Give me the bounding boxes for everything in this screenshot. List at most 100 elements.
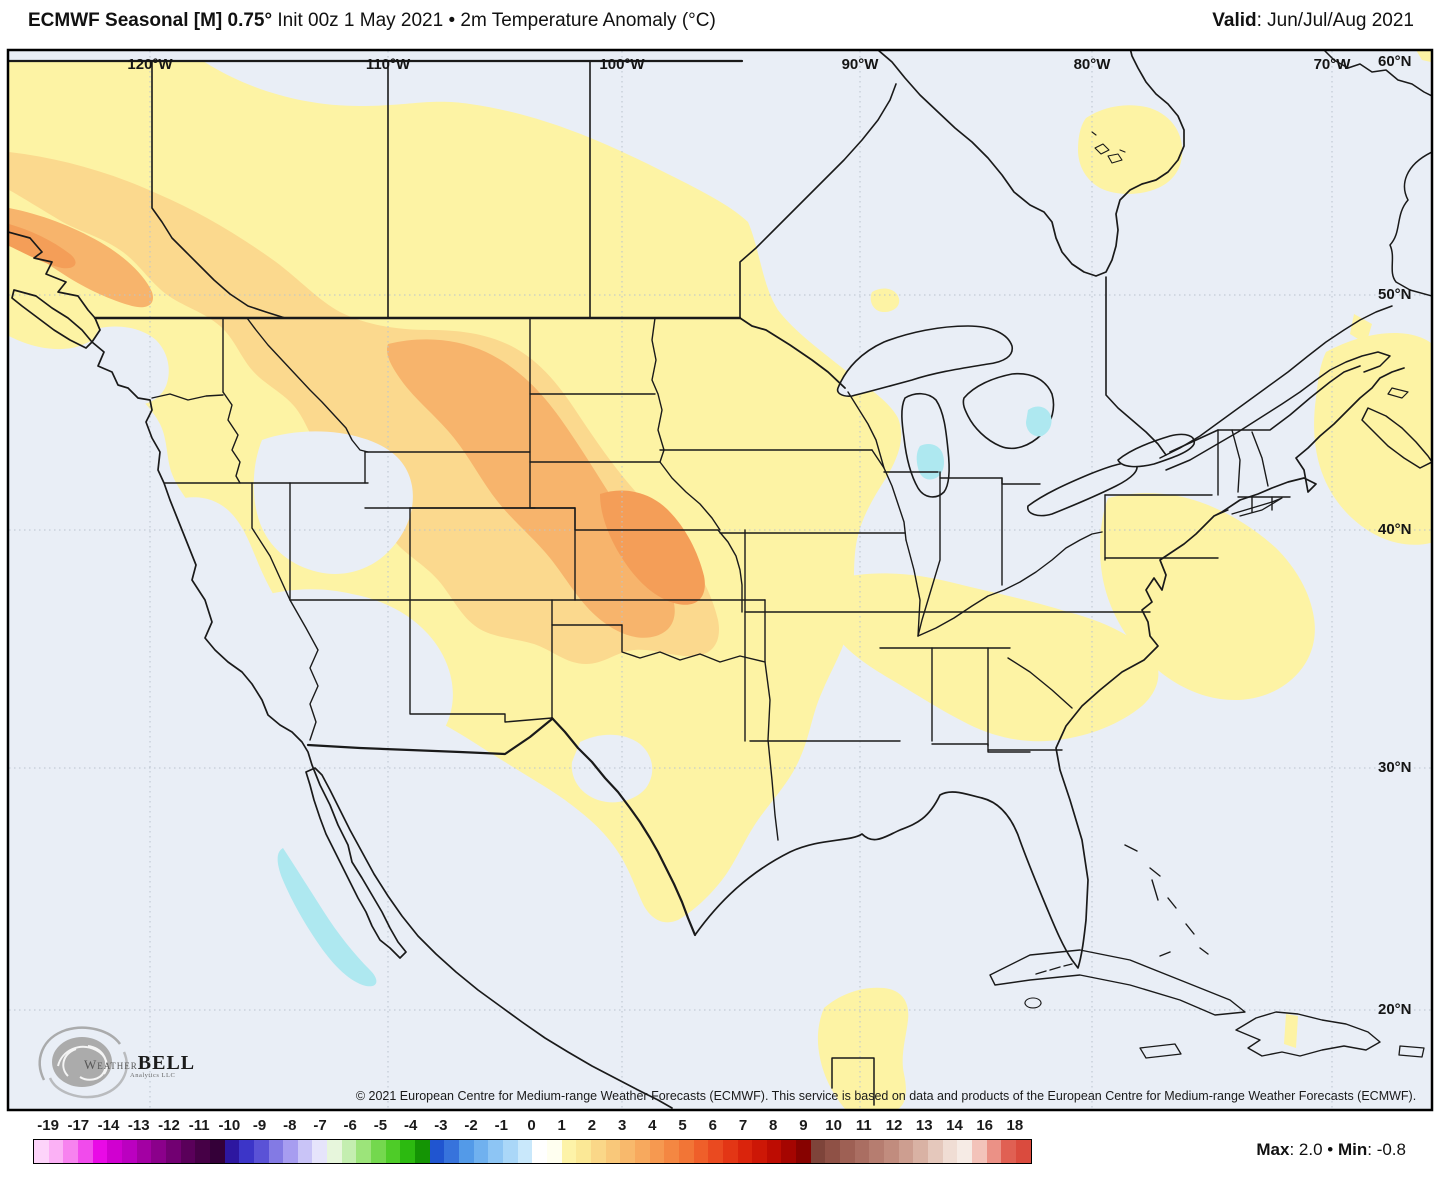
political-borders xyxy=(9,59,1361,937)
min-label: Min xyxy=(1337,1140,1368,1159)
colorbar-tick: 13 xyxy=(915,1117,933,1134)
colorbar-tick: -8 xyxy=(283,1117,297,1134)
colorbar-cell xyxy=(1001,1140,1016,1163)
colorbar-cell xyxy=(532,1140,547,1163)
hurricane-swirl-icon xyxy=(38,1026,128,1099)
coastlines xyxy=(9,51,1431,1109)
lat-label: 50°N xyxy=(1378,286,1412,303)
weatherbell-logo: WeatherBELL Analytics LLC xyxy=(26,1022,196,1102)
colorbar-cell xyxy=(546,1140,562,1163)
colorbar-cell xyxy=(429,1140,445,1163)
colorbar-cell xyxy=(752,1140,767,1163)
colorbar-cell xyxy=(327,1140,342,1163)
colorbar-cell xyxy=(297,1140,313,1163)
colorbar-tick: 10 xyxy=(825,1117,842,1134)
colorbar-cell xyxy=(898,1140,914,1163)
colorbar-cell xyxy=(63,1140,78,1163)
colorbar-tick: 8 xyxy=(769,1117,778,1134)
colorbar-cell xyxy=(722,1140,738,1163)
max-label: Max xyxy=(1256,1140,1290,1159)
header-bar: ECMWF Seasonal [M] 0.75° Init 00z 1 May … xyxy=(0,0,1440,48)
colorbar-cell xyxy=(708,1140,723,1163)
colorbar-cell xyxy=(796,1140,811,1163)
colorbar-tick: -2 xyxy=(464,1117,478,1134)
colorbar-cell xyxy=(972,1140,987,1163)
colorbar-tick: -3 xyxy=(434,1117,448,1134)
colorbar-cell xyxy=(957,1140,972,1163)
colorbar-cell xyxy=(77,1140,93,1163)
colorbar-cell xyxy=(854,1140,870,1163)
colorbar-tick: 9 xyxy=(799,1117,808,1134)
colorbar-tick: 0 xyxy=(527,1117,536,1134)
colorbar-tick: 4 xyxy=(648,1117,657,1134)
colorbar-cell xyxy=(488,1140,503,1163)
colorbar-cell xyxy=(92,1140,108,1163)
valid-date: Valid: Jun/Jul/Aug 2021 xyxy=(1212,10,1414,32)
logo-wordmark: WeatherBELL xyxy=(84,1052,195,1075)
lon-label: 100°W xyxy=(599,56,645,73)
colorbar-cell xyxy=(356,1140,372,1163)
min-value: : -0.8 xyxy=(1367,1140,1406,1159)
colorbar-tick: -13 xyxy=(127,1117,150,1134)
colorbar-cell xyxy=(605,1140,621,1163)
lon-label: 70°W xyxy=(1313,56,1351,73)
colorbar-cell xyxy=(825,1140,841,1163)
colorbar-cell xyxy=(810,1140,826,1163)
colorbar-cell xyxy=(561,1140,577,1163)
lon-label: 90°W xyxy=(841,56,879,73)
colorbar-cell xyxy=(165,1140,181,1163)
max-min-readout: Max: 2.0 • Min: -0.8 xyxy=(1256,1140,1406,1160)
colorbar-tick: -7 xyxy=(313,1117,327,1134)
colorbar-cell xyxy=(517,1140,533,1163)
colorbar-tick: 2 xyxy=(587,1117,597,1134)
colorbar-tick: 6 xyxy=(708,1117,717,1134)
colorbar-cell xyxy=(576,1140,591,1163)
colorbar-cell xyxy=(121,1140,137,1163)
max-value: : 2.0 xyxy=(1289,1140,1328,1159)
copyright-note: © 2021 European Centre for Medium-range … xyxy=(355,1089,1417,1103)
lat-label: 40°N xyxy=(1378,521,1412,538)
colorbar-cell xyxy=(48,1140,64,1163)
map-title-model: ECMWF Seasonal [M] 0.75° xyxy=(28,10,273,31)
lon-label: 110°W xyxy=(365,56,411,73)
colorbar-tick: -5 xyxy=(373,1117,388,1134)
colorbar-cell xyxy=(312,1140,328,1163)
colorbar-cell xyxy=(473,1140,489,1163)
colorbar xyxy=(33,1139,1032,1164)
valid-label: Valid xyxy=(1212,10,1257,31)
colorbar-tick: -17 xyxy=(67,1117,90,1134)
colorbar-cell xyxy=(34,1140,49,1163)
colorbar-tick: 18 xyxy=(1006,1117,1024,1134)
colorbar-tick: 16 xyxy=(976,1117,994,1134)
colorbar-cell xyxy=(107,1140,122,1163)
colorbar-cell xyxy=(209,1140,225,1163)
colorbar-tick: -4 xyxy=(403,1117,418,1134)
colorbar-cell xyxy=(400,1140,416,1163)
colorbar-cell xyxy=(634,1140,650,1163)
colorbar-cell xyxy=(620,1140,635,1163)
colorbar-tick: 12 xyxy=(885,1117,903,1134)
map-title: ECMWF Seasonal [M] 0.75° Init 00z 1 May … xyxy=(28,10,716,32)
lon-label: 120°W xyxy=(127,56,173,73)
colorbar-cell xyxy=(459,1140,474,1163)
minmax-separator: • xyxy=(1327,1140,1338,1159)
colorbar-cell xyxy=(151,1140,166,1163)
colorbar-tick: 5 xyxy=(678,1117,687,1134)
colorbar-cell xyxy=(195,1140,210,1163)
colorbar-tick: 14 xyxy=(946,1117,963,1134)
map-frame xyxy=(6,48,1434,1112)
colorbar-cell xyxy=(766,1140,782,1163)
colorbar-cell xyxy=(253,1140,269,1163)
colorbar-cell xyxy=(341,1140,357,1163)
colorbar-cell xyxy=(840,1140,855,1163)
logo-word-weather: Weather xyxy=(84,1057,138,1072)
valid-value: : Jun/Jul/Aug 2021 xyxy=(1256,10,1414,31)
colorbar-tick: 3 xyxy=(617,1117,627,1134)
colorbar-cell xyxy=(590,1140,606,1163)
colorbar-cell xyxy=(503,1140,518,1163)
colorbar-tick: -6 xyxy=(343,1117,357,1134)
colorbar-cell xyxy=(649,1140,665,1163)
colorbar-cell xyxy=(986,1140,1002,1163)
